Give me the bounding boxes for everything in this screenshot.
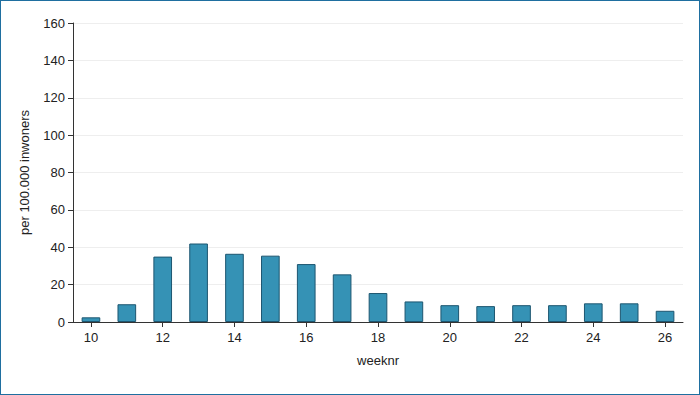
- svg-text:160: 160: [43, 16, 65, 31]
- svg-text:40: 40: [51, 240, 65, 255]
- svg-text:100: 100: [43, 128, 65, 143]
- svg-text:12: 12: [155, 330, 169, 345]
- svg-text:18: 18: [371, 330, 385, 345]
- svg-text:10: 10: [84, 330, 98, 345]
- svg-text:per 100.000 inwoners: per 100.000 inwoners: [17, 109, 32, 235]
- svg-text:20: 20: [443, 330, 457, 345]
- svg-text:80: 80: [51, 165, 65, 180]
- svg-text:60: 60: [51, 202, 65, 217]
- svg-text:20: 20: [51, 277, 65, 292]
- svg-text:120: 120: [43, 90, 65, 105]
- svg-text:26: 26: [658, 330, 672, 345]
- svg-text:16: 16: [299, 330, 313, 345]
- svg-text:14: 14: [227, 330, 241, 345]
- svg-text:24: 24: [586, 330, 600, 345]
- svg-text:140: 140: [43, 53, 65, 68]
- svg-text:22: 22: [514, 330, 528, 345]
- svg-text:weeknr: weeknr: [356, 353, 400, 368]
- svg-text:0: 0: [58, 315, 65, 330]
